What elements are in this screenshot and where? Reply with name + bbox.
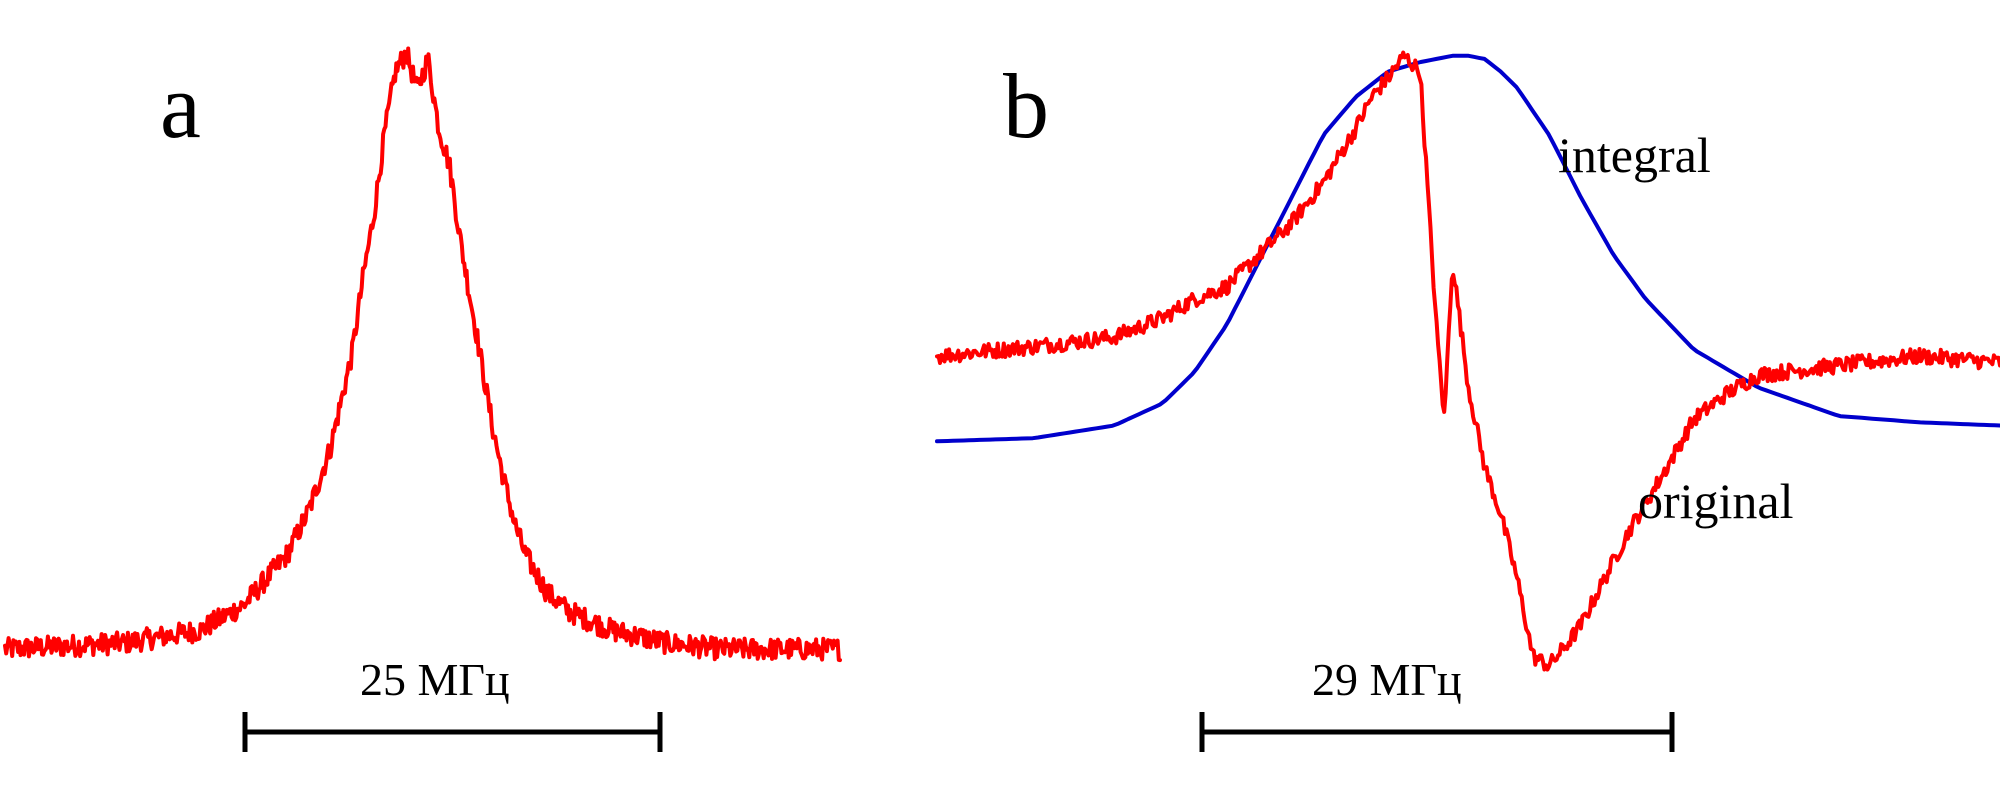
integral-curve-label: integral — [1558, 127, 1711, 183]
panel-b: b integral original 29 МГц — [935, 50, 2000, 752]
panel-a-scale-label: 25 МГц — [360, 654, 510, 705]
panel-a: a 25 МГц — [3, 46, 842, 752]
panel-b-integral-trace — [935, 53, 2000, 444]
panel-b-scale-bar: 29 МГц — [1199, 654, 1675, 752]
panel-a-letter: a — [160, 55, 201, 157]
panel-b-original-trace — [935, 50, 2000, 672]
panel-b-letter: b — [1003, 55, 1049, 157]
panel-a-original-trace — [3, 46, 842, 663]
panel-a-scale-bar: 25 МГц — [242, 654, 663, 752]
original-curve-label: original — [1638, 473, 1794, 529]
panel-b-scale-label: 29 МГц — [1312, 654, 1462, 705]
